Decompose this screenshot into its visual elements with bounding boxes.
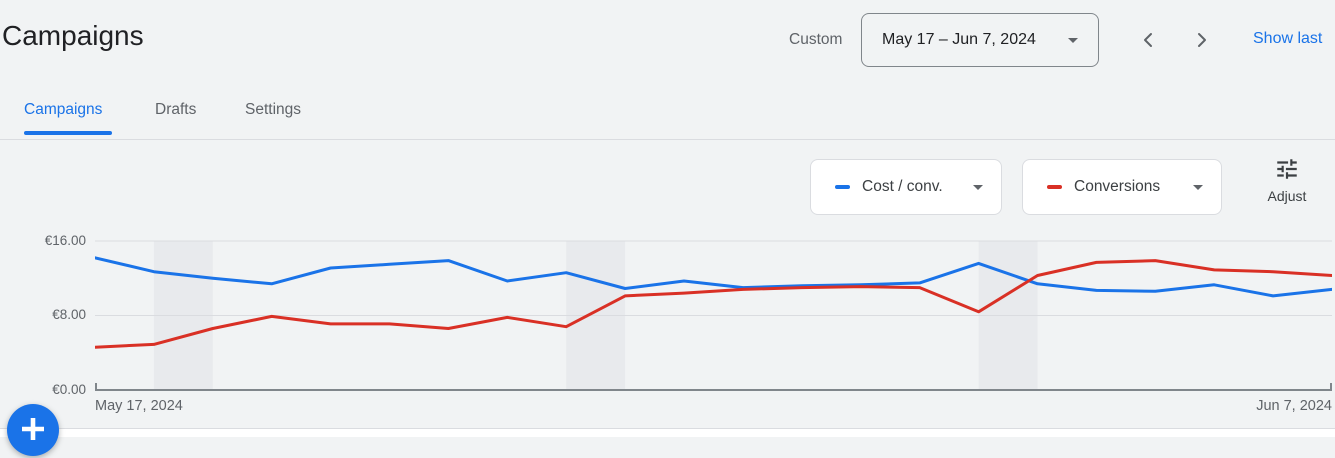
tab-drafts-label: Drafts: [155, 101, 197, 118]
next-date-range-button[interactable]: [1190, 28, 1214, 52]
table-section-edge: [0, 428, 1335, 437]
dropdown-caret-icon: [1068, 37, 1078, 43]
plus-icon: [7, 403, 59, 458]
cost-conv-line: [95, 256, 1332, 298]
campaigns-page: { "page": { "title": "Campaigns" }, "col…: [0, 13, 1335, 456]
conversions-caret-icon: [1193, 184, 1203, 190]
adjust-button[interactable]: Adjust: [1254, 156, 1320, 218]
conversions-color-dash: [1047, 184, 1062, 190]
page-title: Campaigns: [2, 20, 144, 51]
tab-campaigns-label: Campaigns: [24, 101, 103, 118]
y-axis-tick-16: €16.00: [44, 233, 86, 248]
date-range-value: May 17 – Jun 7, 2024: [882, 31, 1036, 48]
cost-conv-caret-icon: [973, 184, 983, 190]
adjust-label: Adjust: [1267, 188, 1307, 204]
tab-bar-divider: [0, 139, 1335, 140]
chevron-right-icon: [1190, 33, 1214, 55]
y-axis-tick-8: €8.00: [52, 307, 86, 322]
x-axis-label-start: May 17, 2024: [95, 398, 183, 414]
tab-drafts[interactable]: Drafts: [155, 101, 196, 119]
cost-conv-label: Cost / conv.: [862, 178, 943, 195]
tune-icon: [1274, 156, 1300, 185]
date-range-type-label: Custom: [789, 31, 843, 48]
tab-settings-label: Settings: [245, 101, 302, 118]
date-range-selector[interactable]: May 17 – Jun 7, 2024: [861, 13, 1099, 67]
metrics-line-chart: [95, 240, 1332, 391]
previous-date-range-button[interactable]: [1136, 28, 1160, 52]
cost-conv-color-dash: [835, 184, 850, 190]
metric-selector-conversions[interactable]: Conversions: [1022, 159, 1222, 215]
tab-settings[interactable]: Settings: [245, 101, 301, 119]
add-campaign-button[interactable]: [7, 404, 59, 456]
active-tab-underline: [24, 131, 112, 135]
metric-selector-cost-conv[interactable]: Cost / conv.: [810, 159, 1002, 215]
y-axis-tick-0: €0.00: [52, 382, 86, 397]
show-last-link[interactable]: Show last: [1253, 30, 1323, 47]
x-axis-label-end: Jun 7, 2024: [1256, 398, 1332, 414]
chevron-left-icon: [1136, 33, 1160, 55]
conversions-label: Conversions: [1074, 178, 1161, 195]
tab-campaigns[interactable]: Campaigns: [24, 101, 102, 119]
conversions-line: [95, 259, 1332, 349]
